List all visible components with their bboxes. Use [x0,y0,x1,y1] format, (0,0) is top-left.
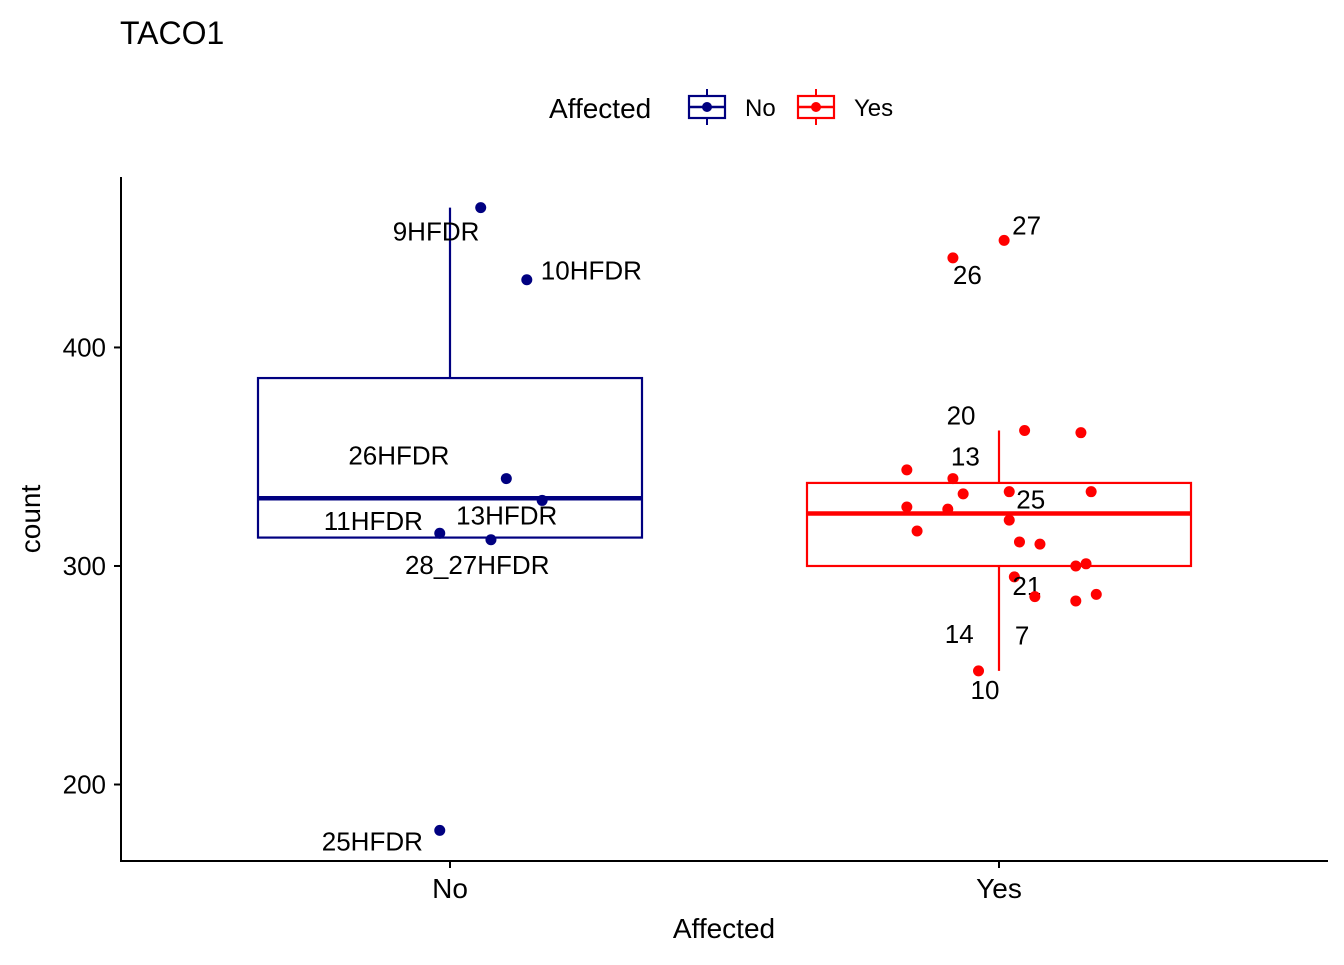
data-point [521,274,533,286]
data-point [1019,424,1031,436]
legend: Affected No Yes [549,89,893,125]
y-axis-label: count [15,485,46,554]
x-tick-label: Yes [976,873,1022,904]
data-point [1070,595,1082,607]
data-point [1080,558,1092,570]
legend-title: Affected [549,93,651,124]
legend-key-point [811,102,821,112]
data-point [434,824,446,836]
data-point [1075,427,1087,439]
point-label: 25 [1016,485,1045,515]
point-label: 25HFDR [322,826,423,856]
data-point [957,488,969,500]
point-label: 9HFDR [393,217,480,247]
point-label: 14 [945,619,974,649]
legend-key-yes: Yes [796,89,893,125]
point-label: 13HFDR [456,500,557,530]
data-point [1070,560,1082,572]
x-axis-label: Affected [673,913,775,944]
data-point [911,525,923,537]
data-point [434,527,446,539]
data-point [947,252,959,264]
point-label: 11HFDR [324,506,423,536]
data-point [500,473,512,485]
data-point [998,234,1010,246]
box [805,481,1193,568]
data-point [1085,486,1097,498]
point-label: 10 [971,675,1000,705]
data-point [485,534,497,546]
point-label: 7 [1015,621,1029,651]
legend-key-point [702,102,712,112]
data-point [1034,538,1046,550]
data-point [942,503,954,515]
data-point [1090,588,1102,600]
axes: 200 300 400 No Yes [63,177,1328,904]
data-point [947,473,959,485]
data-point [1008,571,1020,583]
point-label: 10HFDR [541,256,642,286]
legend-label: No [745,95,776,122]
point-label: 26 [953,260,982,290]
legend-label: Yes [854,95,893,122]
data-point [1003,486,1015,498]
box [256,376,644,539]
data-point [973,665,985,677]
point-label: 27 [1012,210,1041,240]
chart-title: TACO1 [120,15,224,51]
point-label: 13 [951,442,980,472]
data-point [1013,536,1025,548]
point-label: 26HFDR [348,441,449,471]
point-label: 28_27HFDR [405,550,550,580]
point-label: 20 [947,400,976,430]
data-point [536,494,548,506]
data-point [1003,514,1015,526]
data-point [1029,591,1041,603]
data-point [901,501,913,513]
data-point [901,464,913,476]
y-tick-label: 300 [63,551,106,581]
data-point [475,202,487,214]
y-tick-label: 400 [63,332,106,362]
y-tick-label: 200 [63,770,106,800]
x-tick-label: No [432,873,468,904]
legend-key-no: No [687,89,776,125]
